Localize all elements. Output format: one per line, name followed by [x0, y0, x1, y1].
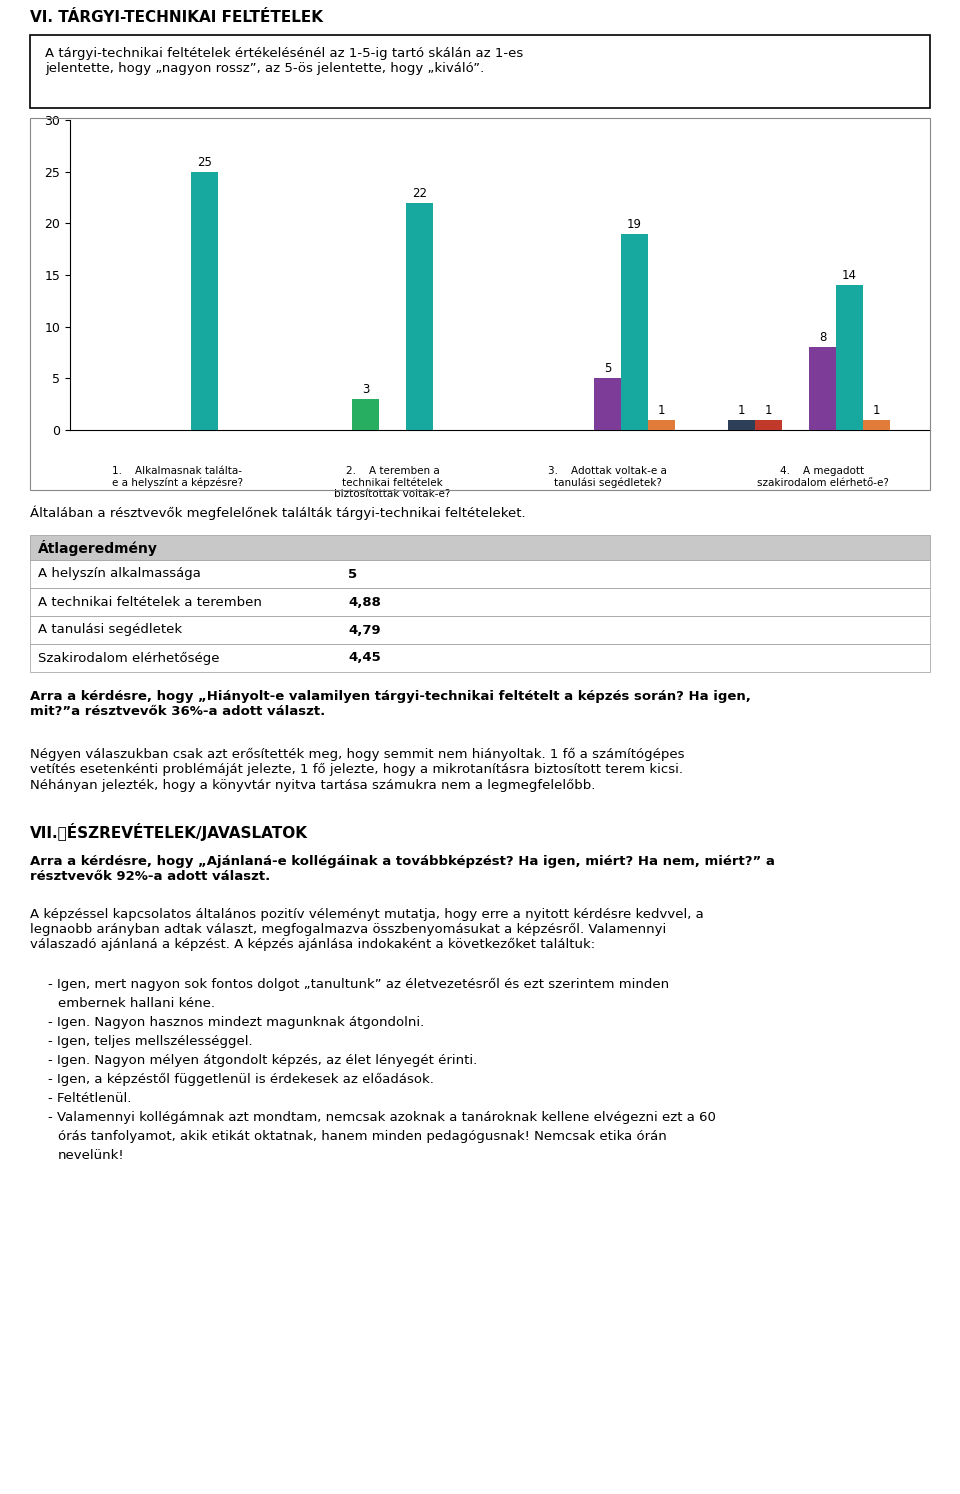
- Text: 5: 5: [604, 362, 612, 375]
- Text: 1: 1: [658, 403, 665, 417]
- Text: 3: 3: [362, 382, 370, 396]
- Text: Arra a kérdésre, hogy „Hiányolt-e valamilyen tárgyi-technikai feltételt a képzés: Arra a kérdésre, hogy „Hiányolt-e valami…: [30, 690, 751, 719]
- Text: Arra a kérdésre, hogy „Ajánlaná-e kollégáinak a továbbképzést? Ha igen, miért? H: Arra a kérdésre, hogy „Ajánlaná-e kollég…: [30, 855, 775, 883]
- Text: - Igen, mert nagyon sok fontos dolgot „tanultunk” az életvezetésről és ezt szeri: - Igen, mert nagyon sok fontos dolgot „t…: [48, 979, 669, 991]
- Text: embernek hallani kéne.: embernek hallani kéne.: [58, 996, 215, 1010]
- Text: Átlageredmény: Átlageredmény: [38, 539, 157, 556]
- Text: A helyszín alkalmassága: A helyszín alkalmassága: [38, 568, 201, 581]
- Text: 14: 14: [842, 269, 857, 282]
- Text: 5: 5: [348, 568, 357, 581]
- Text: - Igen, teljes mellszélességgel.: - Igen, teljes mellszélességgel.: [48, 1035, 252, 1047]
- Bar: [809, 347, 836, 430]
- Bar: [756, 420, 782, 430]
- Bar: [406, 203, 433, 430]
- Text: 1: 1: [873, 403, 880, 417]
- Text: 4.    A megadott
szakirodalom elérhető-e?: 4. A megadott szakirodalom elérhető-e?: [756, 466, 888, 487]
- Text: 3.    Adottak voltak-e a
tanulási segédletek?: 3. Adottak voltak-e a tanulási segédlete…: [548, 466, 667, 489]
- Text: 1: 1: [765, 403, 773, 417]
- Text: - Igen. Nagyon hasznos mindezt magunknak átgondolni.: - Igen. Nagyon hasznos mindezt magunknak…: [48, 1016, 424, 1029]
- Text: A tárgyi-technikai feltételek értékelésénél az 1-5-ig tartó skálán az 1-es
jelen: A tárgyi-technikai feltételek értékelésé…: [45, 46, 523, 75]
- Text: 1: 1: [738, 403, 746, 417]
- Text: nevelünk!: nevelünk!: [58, 1149, 125, 1162]
- Text: 1.    Alkalmasnak találta-
e a helyszínt a képzésre?: 1. Alkalmasnak találta- e a helyszínt a …: [112, 466, 243, 489]
- Text: Általában a résztvevők megfelelőnek találták tárgyi-technikai feltételeket.: Általában a résztvevők megfelelőnek talá…: [30, 505, 526, 520]
- Bar: [648, 420, 675, 430]
- Bar: [594, 378, 621, 430]
- Bar: [863, 420, 890, 430]
- Text: Négyen válaszukban csak azt erősítették meg, hogy semmit nem hiányoltak. 1 fő a : Négyen válaszukban csak azt erősítették …: [30, 748, 684, 792]
- Text: A tanulási segédletek: A tanulási segédletek: [38, 623, 182, 636]
- Text: A technikai feltételek a teremben: A technikai feltételek a teremben: [38, 596, 262, 608]
- Bar: [836, 285, 863, 430]
- Bar: [191, 172, 218, 430]
- Bar: [729, 420, 756, 430]
- Bar: [621, 233, 648, 430]
- Legend: 1, 2, 3, 4, 5, Nem adott választ: 1, 2, 3, 4, 5, Nem adott választ: [329, 563, 671, 586]
- Text: órás tanfolyamot, akik etikát oktatnak, hanem minden pedagógusnak! Nemcsak etika: órás tanfolyamot, akik etikát oktatnak, …: [58, 1129, 667, 1143]
- Text: 4,88: 4,88: [348, 596, 381, 608]
- Bar: [352, 399, 379, 430]
- Text: 4,45: 4,45: [348, 651, 381, 665]
- Text: VI. TÁRGYI-TECHNIKAI FELTÉTELEK: VI. TÁRGYI-TECHNIKAI FELTÉTELEK: [30, 10, 323, 25]
- Text: A képzéssel kapcsolatos általános pozitív véleményt mutatja, hogy erre a nyitott: A képzéssel kapcsolatos általános pozití…: [30, 908, 704, 952]
- Text: 4,79: 4,79: [348, 623, 380, 636]
- Text: - Valamennyi kollégámnak azt mondtam, nemcsak azoknak a tanároknak kellene elvég: - Valamennyi kollégámnak azt mondtam, ne…: [48, 1112, 716, 1123]
- Text: - Igen, a képzéstől függetlenül is érdekesek az előadások.: - Igen, a képzéstől függetlenül is érdek…: [48, 1073, 434, 1086]
- Text: - Igen. Nagyon mélyen átgondolt képzés, az élet lényegét érinti.: - Igen. Nagyon mélyen átgondolt képzés, …: [48, 1053, 477, 1067]
- Text: VII.	ÉSZREVÉTELEK/JAVASLATOK: VII. ÉSZREVÉTELEK/JAVASLATOK: [30, 823, 308, 841]
- Text: 22: 22: [412, 187, 427, 200]
- Text: 2.    A teremben a
technikai feltételek
biztosítottak voltak-e?: 2. A teremben a technikai feltételek biz…: [334, 466, 450, 499]
- Text: 25: 25: [197, 155, 212, 169]
- Text: Szakirodalom elérhetősége: Szakirodalom elérhetősége: [38, 651, 220, 665]
- Text: - Feltétlenül.: - Feltétlenül.: [48, 1092, 132, 1106]
- Text: 19: 19: [627, 218, 642, 230]
- Text: 8: 8: [819, 332, 827, 344]
